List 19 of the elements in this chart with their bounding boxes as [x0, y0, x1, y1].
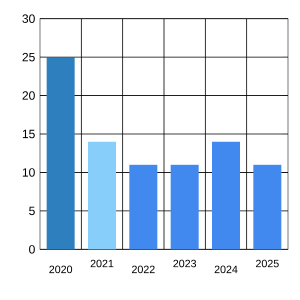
- y-tick-label: 20: [22, 91, 35, 100]
- x-tick-label: 2025: [256, 260, 279, 268]
- x-tick-label: 2024: [214, 266, 238, 274]
- bar: [129, 164, 158, 250]
- y-tick-label: 5: [29, 206, 35, 216]
- x-tick-label: 2021: [90, 260, 114, 268]
- bar: [253, 164, 282, 250]
- bar: [212, 142, 240, 250]
- y-tick-label: 25: [22, 52, 35, 62]
- y-tick-label: 0: [29, 245, 35, 254]
- x-tick-label: 2023: [173, 260, 196, 268]
- y-tick-label: 10: [22, 168, 35, 177]
- bar: [170, 164, 199, 250]
- bar: [88, 142, 116, 250]
- y-tick-label: 15: [22, 130, 35, 138]
- x-tick-label: 2022: [132, 266, 155, 274]
- bar: [46, 57, 75, 250]
- y-tick-label: 30: [22, 14, 35, 23]
- x-tick-label: 2020: [49, 266, 72, 274]
